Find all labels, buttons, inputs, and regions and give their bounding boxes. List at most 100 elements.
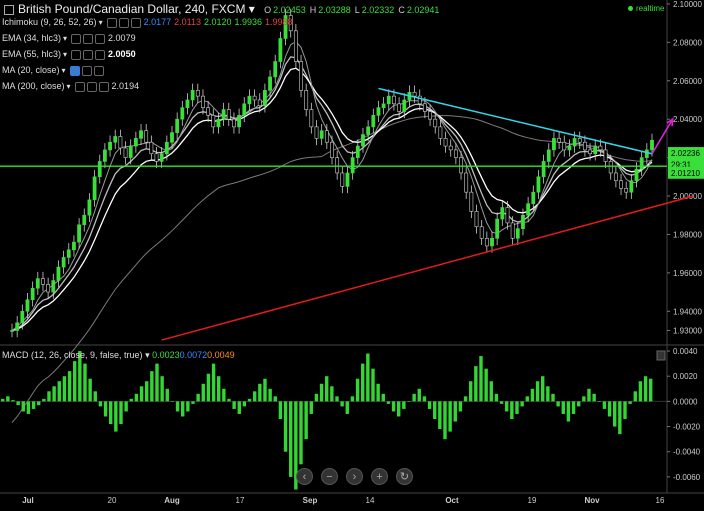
indicator-legend-row[interactable]: MA (20, close) ▾ (2, 65, 104, 76)
indicator-legend-row[interactable]: EMA (55, hlc3) ▾ 2.0050 (2, 49, 136, 60)
macd-bar (201, 383, 205, 402)
close-icon[interactable] (98, 81, 109, 92)
chevron-down-icon[interactable]: ▾ (63, 50, 68, 59)
eye-icon[interactable] (71, 33, 82, 44)
time-tick-label: Sep (303, 496, 318, 505)
ohlc-value: 2.03288 (318, 5, 351, 15)
candle-body (531, 191, 536, 204)
macd-bar (206, 373, 211, 402)
macd-bar (525, 396, 529, 402)
candle-body (175, 118, 180, 133)
candle-body (190, 90, 195, 101)
indicator-label: Ichimoku (9, 26, 52, 26) (2, 17, 97, 27)
macd-bar (211, 363, 216, 402)
macd-bar (139, 386, 144, 402)
candle-body (278, 38, 283, 62)
candle-body (118, 136, 123, 149)
eye-icon[interactable] (71, 49, 82, 60)
macd-bar (222, 388, 226, 402)
close-icon[interactable] (130, 17, 141, 28)
indicator-legend-row[interactable]: MA (200, close) ▾ 2.0194 (2, 81, 139, 92)
settings-icon[interactable] (118, 17, 129, 28)
candle-body (268, 76, 272, 91)
macd-bar (237, 401, 241, 414)
candle-body (572, 138, 577, 147)
candle-body (206, 107, 211, 116)
macd-bar (515, 401, 519, 414)
macd-bar (73, 361, 77, 402)
chevron-down-icon[interactable]: ▾ (63, 34, 68, 43)
chevron-down-icon[interactable]: ▾ (61, 66, 66, 75)
macd-bar (283, 401, 288, 452)
scroll-back-button[interactable]: ‹ (296, 468, 313, 485)
candle-body (428, 111, 432, 120)
scroll-forward-button[interactable]: › (346, 468, 363, 485)
indicator-legend-row[interactable]: Ichimoku (9, 26, 52, 26) ▾ 2.0177 2.0113 2.0… (2, 17, 293, 28)
rising-trend-line (161, 195, 694, 341)
eye-icon[interactable] (69, 65, 80, 76)
candle-body (650, 140, 654, 151)
zoom-in-button[interactable]: + (371, 468, 388, 485)
macd-bar (571, 401, 576, 414)
settings-icon[interactable] (81, 65, 92, 76)
candle-body (397, 103, 401, 112)
candle-body (123, 147, 128, 158)
indicator-label: EMA (55, hlc3) (2, 49, 62, 59)
indicator-legend-row[interactable]: EMA (34, hlc3) ▾ 2.0079 (2, 33, 136, 44)
macd-value: 0.0072 (179, 350, 208, 360)
candle-body (97, 161, 102, 178)
zoom-out-button[interactable]: − (321, 468, 338, 485)
macd-bar (592, 393, 596, 402)
macd-bar (463, 396, 468, 402)
candle-body (61, 257, 66, 268)
indicator-label: MA (200, close) (2, 81, 65, 91)
ema-34-line (11, 56, 653, 332)
macd-bar (530, 388, 535, 402)
close-icon[interactable] (95, 33, 106, 44)
chevron-down-icon[interactable]: ▾ (98, 18, 103, 27)
macd-tick-label: -0.0020 (673, 423, 701, 432)
candle-body (154, 153, 159, 162)
candle-body (484, 237, 489, 247)
settings-icon[interactable] (83, 33, 94, 44)
chevron-down-icon[interactable]: ▾ (142, 350, 153, 360)
candle-body (412, 91, 417, 97)
candle-body (170, 132, 174, 143)
candle-body (128, 145, 133, 158)
chevron-down-icon[interactable]: ▾ (245, 2, 255, 16)
indicator-value: 2.0177 (143, 17, 172, 27)
macd-bar (402, 401, 406, 409)
candle-body (613, 172, 618, 181)
indicator-value: 1.9936 (234, 17, 263, 27)
close-icon[interactable] (93, 65, 104, 76)
indicator-label: EMA (34, hlc3) (2, 33, 62, 43)
reset-button[interactable]: ↻ (396, 468, 413, 485)
close-icon[interactable] (95, 49, 106, 60)
macd-bar (150, 371, 154, 402)
eye-icon[interactable] (74, 81, 85, 92)
settings-icon[interactable] (83, 49, 94, 60)
macd-bar (247, 398, 252, 402)
chart-title[interactable]: British Pound/Canadian Dollar, 240, FXCM… (4, 2, 443, 16)
time-tick-label: 17 (236, 496, 245, 505)
macd-bar (196, 393, 200, 402)
candle-body (15, 322, 20, 331)
ohlc-value: 2.02332 (361, 5, 395, 15)
macd-bar (412, 393, 416, 402)
macd-legend[interactable]: MACD (12, 26, close, 9, false, true) ▾ 0… (2, 350, 235, 361)
macd-bar (181, 401, 185, 417)
macd-bar (83, 363, 87, 402)
macd-bar (361, 363, 365, 402)
candle-body (474, 211, 479, 228)
macd-bar (474, 366, 478, 402)
macd-bar (582, 396, 586, 402)
chevron-down-icon[interactable]: ▾ (66, 82, 71, 91)
macd-bar (417, 388, 421, 402)
candle-body (314, 126, 319, 139)
candle-body (247, 95, 252, 105)
candle-body (500, 207, 505, 220)
settings-icon[interactable] (86, 81, 97, 92)
candle-body (103, 149, 107, 162)
eye-icon[interactable] (106, 17, 117, 28)
